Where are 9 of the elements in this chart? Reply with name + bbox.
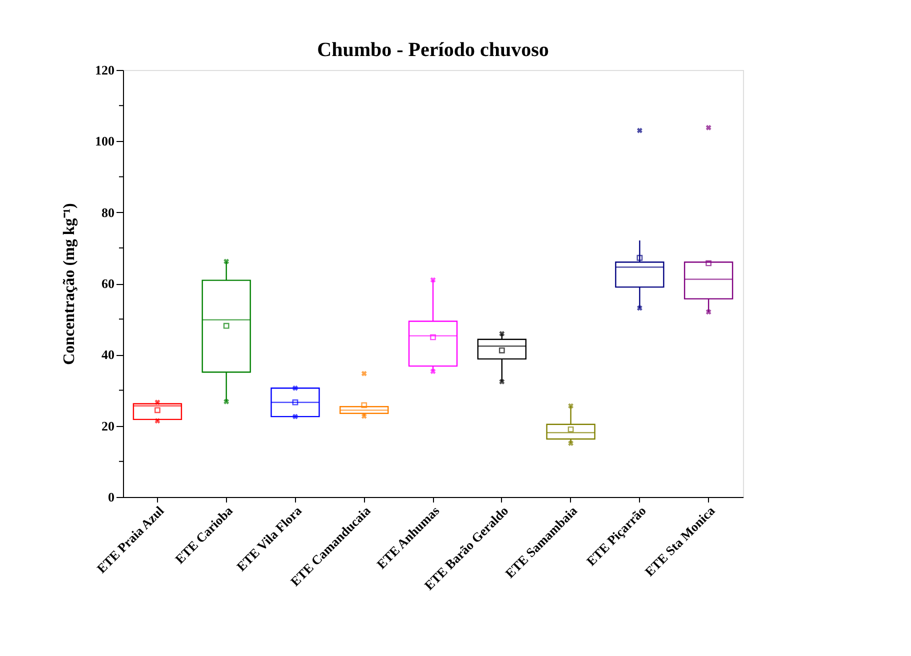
y-tick-label: 80 [102, 204, 114, 220]
y-axis-title: Concentração (mg kg⁻¹) [61, 203, 78, 365]
chart-title: Chumbo - Período chuvoso [317, 39, 549, 61]
y-tick-label: 100 [95, 134, 114, 149]
y-tick-label: 20 [102, 418, 114, 434]
y-tick-label: 60 [102, 276, 114, 291]
y-tick-label: 0 [108, 490, 114, 504]
y-tick-label: 40 [102, 347, 114, 362]
y-tick-label: 120 [95, 62, 114, 78]
